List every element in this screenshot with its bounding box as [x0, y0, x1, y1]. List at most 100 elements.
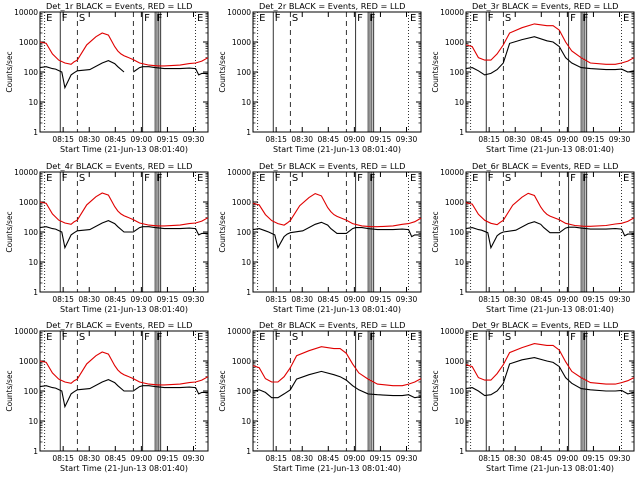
- marker-label: E: [410, 173, 416, 184]
- marker-label: S: [79, 173, 85, 184]
- marker-label: S: [292, 13, 298, 24]
- marker-label: E: [197, 332, 203, 343]
- x-tick-label: 09:15: [157, 454, 179, 463]
- x-tick-label: 09:30: [396, 295, 418, 304]
- marker-label: E: [197, 13, 203, 24]
- marker-label: E: [46, 173, 52, 184]
- x-tick-label: 09:30: [609, 454, 631, 463]
- marker-label: E: [623, 332, 629, 343]
- y-tick-label: 1: [33, 128, 38, 137]
- y-tick-label: 10: [454, 417, 464, 426]
- x-tick-label: 09:15: [157, 295, 179, 304]
- x-tick-label: 08:45: [317, 295, 339, 304]
- events-series-line: [465, 36, 635, 76]
- x-axis-label: Start Time (21-Jun-13 08:01:40): [486, 464, 614, 473]
- x-tick-label: 08:45: [104, 135, 126, 144]
- x-axis-label: Start Time (21-Jun-13 08:01:40): [486, 305, 614, 314]
- x-axis-label: Start Time (21-Jun-13 08:01:40): [486, 145, 614, 154]
- marker-label: F: [62, 13, 68, 24]
- x-tick-label: 08:30: [78, 454, 100, 463]
- marker-label: S: [292, 332, 298, 343]
- x-tick-label: 09:30: [609, 295, 631, 304]
- x-tick-label: 09:15: [157, 135, 179, 144]
- detector-panel: Det_3r BLACK = Events, RED = LLD 1 10 100 10…: [431, 1, 635, 154]
- y-tick-label: 10000: [14, 8, 38, 17]
- y-tick-label: 10: [28, 417, 38, 426]
- y-tick-label: 1: [459, 128, 464, 137]
- marker-label: F: [275, 13, 281, 24]
- marker-label: F: [357, 13, 363, 24]
- events-series-line: [39, 379, 208, 409]
- marker-label: E: [472, 332, 478, 343]
- detector-panel: Det_5r BLACK = Events, RED = LLD 1 10 100 10…: [218, 161, 422, 314]
- y-tick-label: 1000: [232, 198, 251, 207]
- marker-label: F: [275, 173, 281, 184]
- detector-panel: Det_9r BLACK = Events, RED = LLD 1 10 100 10…: [431, 320, 635, 473]
- x-tick-label: 08:30: [291, 135, 313, 144]
- events-series-line: [252, 221, 421, 250]
- x-tick-label: 08:30: [504, 454, 526, 463]
- marker-label: E: [46, 13, 52, 24]
- y-tick-label: 10: [241, 417, 251, 426]
- x-tick-label: 09:00: [131, 135, 153, 144]
- detector-panel: Det_1r BLACK = Events, RED = LLD 1 10 100 10…: [5, 1, 209, 154]
- y-tick-label: 1000: [19, 38, 38, 47]
- y-tick-label: 10: [454, 98, 464, 107]
- x-tick-label: 09:00: [344, 295, 366, 304]
- y-tick-label: 1000: [19, 198, 38, 207]
- x-axis-label: Start Time (21-Jun-13 08:01:40): [273, 145, 401, 154]
- y-tick-label: 10: [454, 258, 464, 267]
- y-tick-label: 1000: [445, 357, 464, 366]
- marker-label: F: [62, 173, 68, 184]
- x-tick-label: 09:30: [396, 135, 418, 144]
- panel-title: Det_5r BLACK = Events, RED = LLD: [259, 161, 405, 171]
- x-tick-label: 09:00: [131, 454, 153, 463]
- lld-series-line: [465, 192, 635, 227]
- x-axis-label: Start Time (21-Jun-13 08:01:40): [60, 305, 188, 314]
- marker-label: S: [292, 173, 298, 184]
- marker-label: F: [144, 173, 150, 184]
- y-tick-label: 1000: [445, 38, 464, 47]
- x-tick-label: 09:15: [370, 295, 392, 304]
- x-tick-label: 08:45: [104, 295, 126, 304]
- detector-panel: Det_6r BLACK = Events, RED = LLD 1 10 100 10…: [431, 161, 635, 314]
- detector-panel: Det_8r BLACK = Events, RED = LLD 1 10 100 10…: [218, 320, 422, 473]
- panel-title: Det_9r BLACK = Events, RED = LLD: [472, 320, 618, 330]
- y-tick-label: 1: [33, 288, 38, 297]
- y-tick-label: 1000: [232, 357, 251, 366]
- lld-series-line: [465, 343, 635, 385]
- detector-panel: Det_7r BLACK = Events, RED = LLD 1 10 100 10…: [5, 320, 209, 473]
- y-tick-label: 10000: [14, 327, 38, 336]
- marker-label: F: [570, 173, 576, 184]
- marker-label: F: [157, 173, 163, 184]
- marker-label: S: [505, 332, 511, 343]
- y-tick-label: 10: [241, 98, 251, 107]
- x-tick-label: 08:15: [52, 295, 74, 304]
- marker-label: E: [259, 173, 265, 184]
- y-tick-label: 100: [24, 387, 39, 396]
- x-tick-label: 08:15: [265, 135, 287, 144]
- events-series-line: [39, 220, 208, 250]
- y-tick-label: 1000: [445, 198, 464, 207]
- marker-label: F: [144, 332, 150, 343]
- y-tick-label: 100: [237, 387, 252, 396]
- x-tick-label: 08:45: [530, 295, 552, 304]
- marker-label: F: [570, 332, 576, 343]
- marker-label: E: [259, 332, 265, 343]
- panel-title: Det_2r BLACK = Events, RED = LLD: [259, 1, 405, 11]
- events-series-line: [465, 221, 634, 250]
- x-tick-label: 08:45: [104, 454, 126, 463]
- marker-label: S: [79, 332, 85, 343]
- y-tick-label: 100: [237, 68, 252, 77]
- lld-series-line: [39, 351, 209, 386]
- plot-frame: [465, 11, 635, 133]
- y-tick-label: 1: [246, 288, 251, 297]
- marker-label: F: [370, 332, 376, 343]
- x-tick-label: 09:15: [370, 135, 392, 144]
- y-tick-label: 10: [28, 258, 38, 267]
- x-tick-label: 08:30: [78, 295, 100, 304]
- x-tick-label: 09:15: [583, 295, 605, 304]
- detector-panel: Det_2r BLACK = Events, RED = LLD 1 10 100 10…: [218, 1, 422, 154]
- x-tick-label: 09:30: [183, 135, 205, 144]
